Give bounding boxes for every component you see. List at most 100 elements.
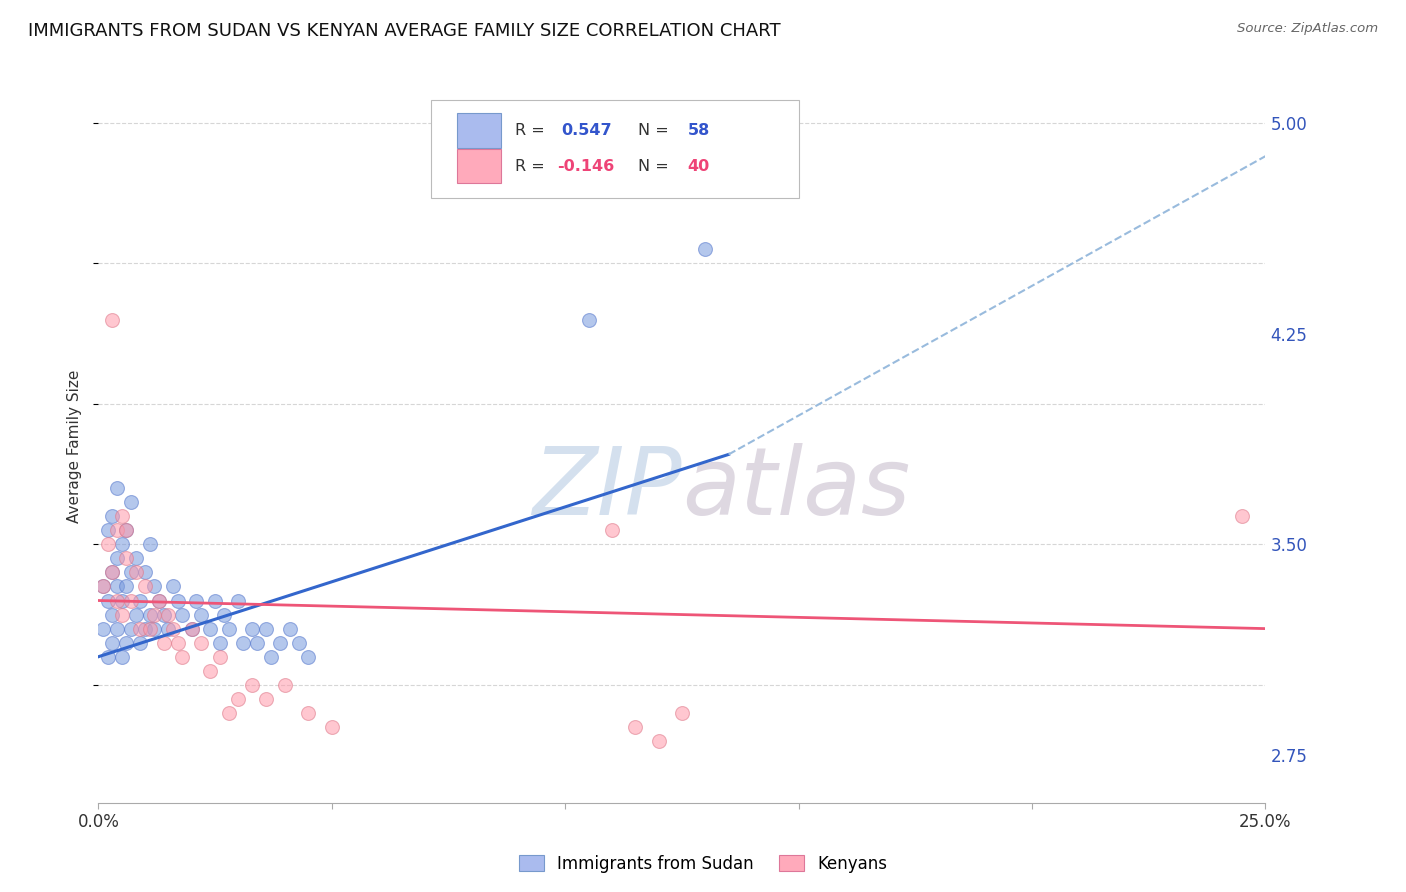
- Point: [105, 551, 128, 566]
- Point: [260, 649, 283, 664]
- Point: [166, 593, 188, 607]
- Point: [120, 495, 142, 509]
- Point: [228, 593, 250, 607]
- Point: [256, 622, 278, 636]
- Point: [166, 635, 188, 649]
- Point: [208, 649, 231, 664]
- FancyBboxPatch shape: [457, 149, 501, 184]
- Point: [125, 566, 148, 580]
- Point: [269, 635, 291, 649]
- Point: [186, 593, 208, 607]
- Point: [111, 509, 134, 524]
- Point: [152, 607, 174, 622]
- Point: [671, 706, 693, 720]
- Text: R =: R =: [515, 123, 550, 138]
- Point: [120, 566, 142, 580]
- Point: [105, 622, 128, 636]
- Point: [256, 691, 278, 706]
- Point: [105, 579, 128, 593]
- Point: [228, 691, 250, 706]
- Point: [129, 635, 152, 649]
- Point: [120, 593, 142, 607]
- Point: [172, 649, 194, 664]
- Point: [162, 622, 184, 636]
- Point: [200, 622, 222, 636]
- FancyBboxPatch shape: [432, 100, 799, 198]
- Point: [129, 593, 152, 607]
- Point: [97, 649, 120, 664]
- Point: [321, 720, 343, 734]
- Point: [101, 607, 124, 622]
- FancyBboxPatch shape: [457, 113, 501, 148]
- Point: [111, 537, 134, 551]
- Point: [578, 312, 600, 326]
- Point: [600, 523, 623, 537]
- Text: 58: 58: [688, 123, 710, 138]
- Point: [232, 635, 254, 649]
- Text: IMMIGRANTS FROM SUDAN VS KENYAN AVERAGE FAMILY SIZE CORRELATION CHART: IMMIGRANTS FROM SUDAN VS KENYAN AVERAGE …: [28, 22, 780, 40]
- Point: [115, 551, 138, 566]
- Point: [111, 607, 134, 622]
- Point: [105, 523, 128, 537]
- Y-axis label: Average Family Size: Average Family Size: [67, 369, 83, 523]
- Point: [101, 509, 124, 524]
- Point: [101, 312, 124, 326]
- Point: [152, 635, 174, 649]
- Text: 40: 40: [688, 159, 710, 174]
- Text: N =: N =: [637, 123, 673, 138]
- Text: -0.146: -0.146: [557, 159, 614, 174]
- Point: [242, 678, 264, 692]
- Point: [101, 566, 124, 580]
- Point: [143, 622, 166, 636]
- Point: [297, 649, 319, 664]
- Point: [1230, 509, 1253, 524]
- Text: ZIP: ZIP: [533, 443, 682, 534]
- Point: [297, 706, 319, 720]
- Point: [190, 607, 212, 622]
- Point: [695, 243, 717, 257]
- Point: [162, 579, 184, 593]
- Point: [157, 607, 180, 622]
- Point: [91, 579, 114, 593]
- Point: [101, 566, 124, 580]
- Point: [120, 622, 142, 636]
- Text: Source: ZipAtlas.com: Source: ZipAtlas.com: [1237, 22, 1378, 36]
- Point: [111, 649, 134, 664]
- Point: [105, 481, 128, 495]
- Point: [115, 635, 138, 649]
- Point: [148, 593, 170, 607]
- Point: [624, 720, 647, 734]
- Legend: Immigrants from Sudan, Kenyans: Immigrants from Sudan, Kenyans: [512, 848, 894, 880]
- Text: atlas: atlas: [682, 443, 910, 534]
- Point: [204, 593, 226, 607]
- Point: [139, 607, 162, 622]
- Point: [139, 622, 162, 636]
- Point: [97, 593, 120, 607]
- Point: [115, 579, 138, 593]
- Point: [190, 635, 212, 649]
- Point: [218, 622, 240, 636]
- Point: [208, 635, 231, 649]
- Point: [278, 622, 301, 636]
- Point: [97, 523, 120, 537]
- Point: [97, 537, 120, 551]
- Point: [91, 579, 114, 593]
- Point: [105, 593, 128, 607]
- Point: [288, 635, 311, 649]
- Point: [134, 566, 156, 580]
- Text: N =: N =: [637, 159, 673, 174]
- Point: [129, 622, 152, 636]
- Point: [101, 635, 124, 649]
- Point: [125, 551, 148, 566]
- Point: [91, 622, 114, 636]
- Point: [246, 635, 269, 649]
- Point: [157, 622, 180, 636]
- Point: [115, 523, 138, 537]
- Point: [139, 537, 162, 551]
- Point: [172, 607, 194, 622]
- Point: [200, 664, 222, 678]
- Point: [115, 523, 138, 537]
- Point: [180, 622, 202, 636]
- Point: [180, 622, 202, 636]
- Point: [125, 607, 148, 622]
